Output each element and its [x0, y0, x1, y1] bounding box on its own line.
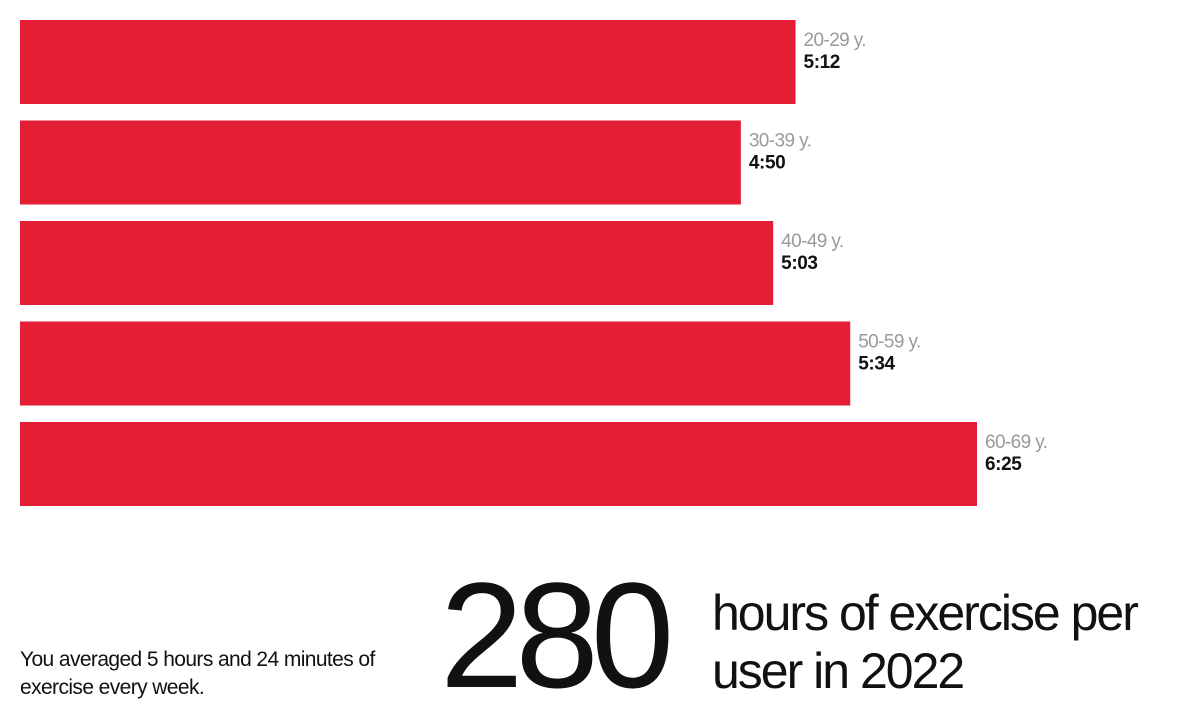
value-label: 5:12 [804, 52, 840, 73]
value-label: 4:50 [749, 153, 785, 174]
value-label: 6:25 [985, 454, 1022, 475]
category-label: 30-39 y. [749, 131, 811, 152]
bar-chart: 20-29 y.5:12 30-39 y.4:50 40-49 y.5:03 50-5… [20, 20, 1048, 506]
category-label: 60-69 y. [985, 432, 1047, 453]
bar-30-39-y [20, 120, 741, 205]
bar-20-29-y [20, 20, 796, 104]
bar-50-59-y [20, 321, 851, 406]
total-hours-number: 280 [440, 551, 674, 719]
value-label: 5:34 [858, 354, 895, 375]
category-label: 40-49 y. [781, 231, 843, 252]
average-note: You averaged 5 hours and 24 minutes of e… [20, 648, 375, 699]
bar-40-49-y [20, 221, 774, 305]
bar-60-69-y [20, 422, 977, 506]
category-label: 50-59 y. [858, 332, 920, 353]
value-label: 5:03 [781, 253, 817, 274]
category-label: 20-29 y. [804, 30, 866, 51]
total-hours-headline: hours of exercise per user in 2022 [712, 585, 1139, 699]
